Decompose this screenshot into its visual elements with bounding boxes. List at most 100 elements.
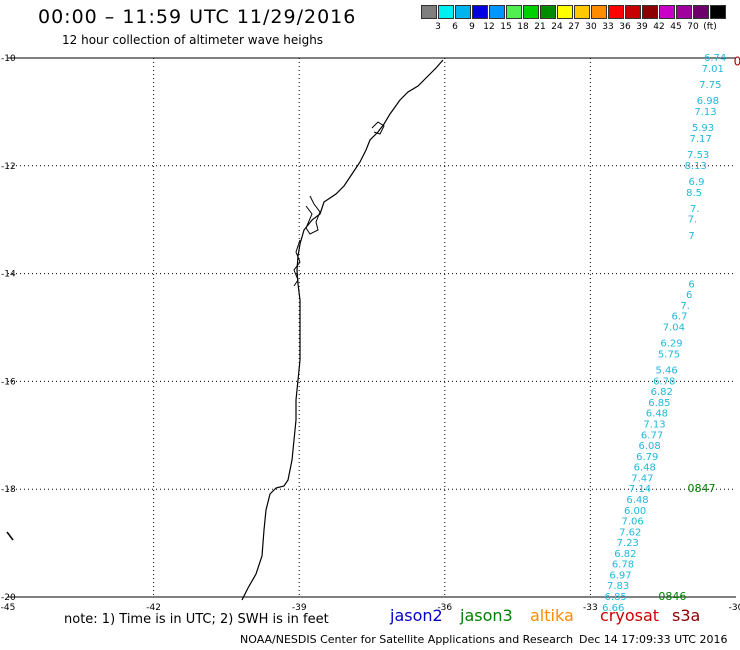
legend-swatch <box>540 5 556 19</box>
coastline-inlet <box>293 239 301 287</box>
legend-tick: 21 <box>534 22 546 32</box>
legend-tick: 3 <box>435 22 441 32</box>
swh-label: 6.98 <box>697 96 719 107</box>
swh-label: 8.5 <box>686 188 702 199</box>
lat-tick-label: -16 <box>1 377 16 387</box>
legend-swatch <box>506 5 522 19</box>
legend-tick: 39 <box>636 22 648 32</box>
island <box>6 531 14 541</box>
swh-label: 6.82 <box>614 549 636 560</box>
legend-tick: 18 <box>517 22 529 32</box>
satellite-jason3: jason3 <box>460 606 513 625</box>
lon-tick-label: -45 <box>1 603 16 613</box>
legend-swatch <box>676 5 692 19</box>
swh-label: 6.77 <box>641 430 663 441</box>
swh-label: 7.47 <box>631 473 653 484</box>
legend-swatch <box>693 5 709 19</box>
swh-label: 6.48 <box>626 495 648 506</box>
swh-label: 7 <box>688 231 694 242</box>
swh-label: 7.13 <box>694 107 716 118</box>
swh-label: 7.06 <box>622 517 644 528</box>
swh-label: 6.48 <box>646 409 668 420</box>
swh-label: 7.01 <box>702 64 724 75</box>
legend-swatch <box>574 5 590 19</box>
legend-tick: 12 <box>483 22 495 32</box>
swh-label: 6.97 <box>609 570 631 581</box>
swh-label: 7.83 <box>607 581 629 592</box>
legend-swatch <box>591 5 607 19</box>
swh-label: 8.13 <box>685 161 707 172</box>
swh-label: 6.78 <box>612 560 634 571</box>
lat-tick-label: -20 <box>1 593 16 603</box>
swh-label: 7.17 <box>689 134 711 145</box>
swh-label: 7.53 <box>687 150 709 161</box>
legend-tick: 27 <box>568 22 580 32</box>
footer-credit: NOAA/NESDIS Center for Satellite Applica… <box>240 633 574 646</box>
coastline-bay <box>371 121 385 135</box>
swh-label: 7.04 <box>663 323 685 334</box>
satellite-s3a: s3a <box>672 606 701 625</box>
legend-tick: (ft) <box>703 22 717 32</box>
swh-label: 6.78 <box>653 376 675 387</box>
legend-tick: 45 <box>670 22 682 32</box>
lat-tick-label: -18 <box>1 485 16 495</box>
legend-swatch <box>608 5 624 19</box>
swh-label: 7. <box>680 301 690 312</box>
swh-label: 7.62 <box>619 527 641 538</box>
swh-label: 6.82 <box>651 387 673 398</box>
page-title: 00:00 – 11:59 UTC 11/29/2016 <box>38 6 357 28</box>
page-subtitle: 12 hour collection of altimeter wave hei… <box>62 33 324 47</box>
swh-label: 6 <box>688 279 694 290</box>
lon-tick-label: -33 <box>583 603 598 613</box>
pass-time-label: 0847 <box>687 482 715 495</box>
legend-swatch <box>625 5 641 19</box>
lon-tick-label: -36 <box>437 603 452 613</box>
swh-label: 6.85 <box>648 398 670 409</box>
swh-label: 6.9 <box>689 177 705 188</box>
satellite-altika: altika <box>530 606 574 625</box>
legend-tick: 15 <box>500 22 512 32</box>
track-edge-marker: 0 <box>734 55 740 69</box>
legend-swatch <box>421 5 437 19</box>
legend-swatch <box>489 5 505 19</box>
legend-swatch <box>557 5 573 19</box>
legend-tick: 70 <box>687 22 699 32</box>
pass-time-label: 0846 <box>658 590 686 603</box>
swh-label: 7.23 <box>617 538 639 549</box>
coastline <box>241 59 444 601</box>
legend-tick: 30 <box>585 22 597 32</box>
lon-tick-label: -42 <box>146 603 161 613</box>
lon-tick-label: -39 <box>292 603 307 613</box>
lat-tick-label: -10 <box>1 54 16 64</box>
legend-swatch <box>455 5 471 19</box>
legend-tick: 36 <box>619 22 631 32</box>
swh-label: 6.74 <box>704 53 726 64</box>
swh-label: 7.13 <box>643 420 665 431</box>
swh-label: 5.75 <box>658 349 680 360</box>
legend-swatch <box>659 5 675 19</box>
swh-label: 7.75 <box>699 80 721 91</box>
legend-tick: 33 <box>602 22 614 32</box>
legend-swatch <box>523 5 539 19</box>
swh-label: 6.79 <box>636 452 658 463</box>
swh-label: 6.66 <box>602 603 624 614</box>
swh-label: 6.48 <box>634 463 656 474</box>
swh-label: 5.93 <box>692 123 714 134</box>
legend-swatch <box>472 5 488 19</box>
legend-swatch <box>642 5 658 19</box>
swh-label: 6.00 <box>624 506 646 517</box>
swh-label: 6.7 <box>672 312 688 323</box>
legend-tick: 24 <box>551 22 563 32</box>
swh-label: 6.85 <box>605 592 627 603</box>
swh-label: 6 <box>686 290 692 301</box>
lat-tick-label: -12 <box>1 162 16 172</box>
coastline-bay <box>305 195 321 235</box>
legend-tick: 42 <box>653 22 665 32</box>
lon-tick-label: -30 <box>729 603 740 613</box>
legend-tick: 9 <box>469 22 475 32</box>
legend-swatch <box>710 5 726 19</box>
swh-label: 6.29 <box>660 339 682 350</box>
lat-tick-label: -14 <box>1 270 16 280</box>
legend-tick: 6 <box>452 22 458 32</box>
